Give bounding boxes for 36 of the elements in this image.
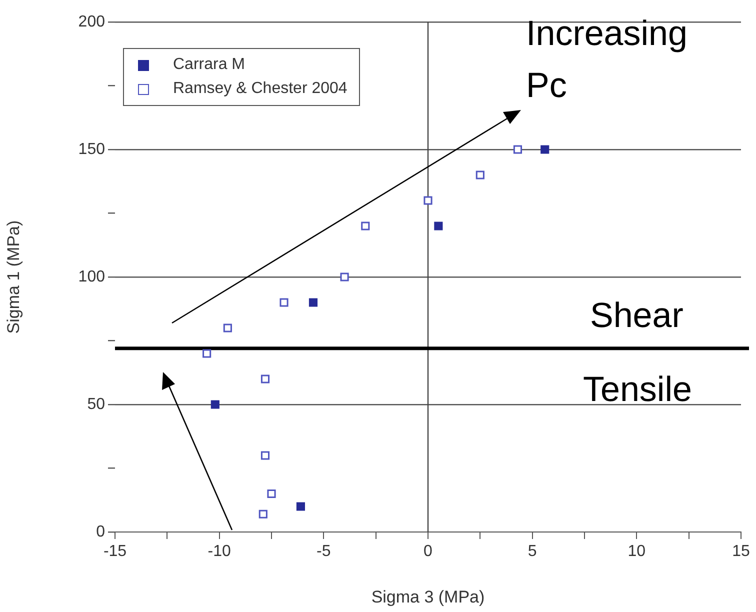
y-axis-title: Sigma 1 (MPa) bbox=[4, 220, 23, 334]
point bbox=[308, 298, 318, 307]
annotation: Shear bbox=[590, 295, 684, 337]
point bbox=[296, 502, 305, 511]
point bbox=[424, 196, 432, 205]
point bbox=[280, 298, 288, 307]
point bbox=[340, 272, 349, 282]
x-tick-label: -15 bbox=[103, 543, 127, 560]
point bbox=[258, 510, 268, 518]
y-tick-label: 50 bbox=[87, 396, 106, 413]
point bbox=[513, 145, 522, 154]
x-tick-label: -5 bbox=[316, 543, 331, 560]
x-tick-label: 5 bbox=[528, 543, 537, 560]
y-tick-label: 100 bbox=[78, 268, 106, 286]
x-tick-label: -10 bbox=[208, 543, 231, 560]
point bbox=[434, 222, 443, 230]
point bbox=[361, 222, 370, 230]
point bbox=[210, 400, 220, 409]
y-tick-label: 200 bbox=[78, 13, 106, 30]
x-tick-label: 0 bbox=[424, 543, 433, 560]
x-axis-title: Sigma 3 (MPa) bbox=[371, 587, 485, 606]
point bbox=[476, 170, 484, 180]
point bbox=[202, 349, 212, 358]
legend-label: Ramsey & Chester 2004 bbox=[173, 79, 348, 99]
point bbox=[223, 324, 232, 332]
annotation: Tensile bbox=[583, 369, 692, 411]
point bbox=[260, 451, 270, 460]
y-tick-label: 150 bbox=[78, 140, 106, 158]
x-tick-label: 15 bbox=[732, 543, 750, 560]
point bbox=[540, 145, 550, 154]
annotation: Increasing Pc bbox=[526, 13, 688, 107]
point bbox=[260, 374, 270, 384]
x-tick-label: 10 bbox=[628, 543, 646, 560]
legend-label: Carrara M bbox=[173, 55, 246, 75]
point bbox=[267, 489, 276, 498]
y-tick-label: 0 bbox=[96, 523, 106, 540]
